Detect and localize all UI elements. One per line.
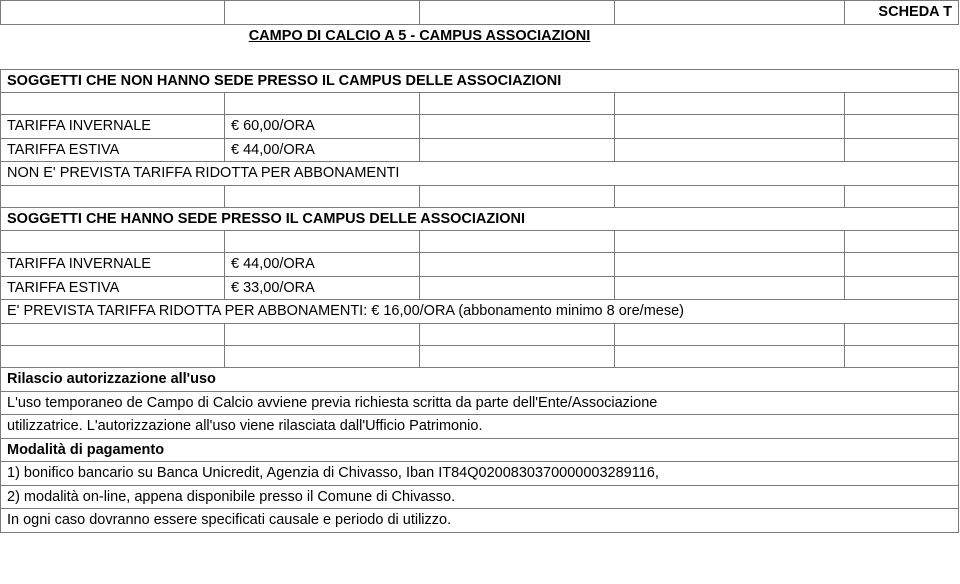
section2-note: E' PREVISTA TARIFFA RIDOTTA PER ABBONAME… xyxy=(1,300,959,324)
release-line2: utilizzatrice. L'autorizzazione all'uso … xyxy=(1,415,959,439)
tariff-table: SCHEDA T CAMPO DI CALCIO A 5 - CAMPUS AS… xyxy=(0,0,959,533)
s1-row1-value: € 44,00/ORA xyxy=(225,138,420,162)
payment-line1: 1) bonifico bancario su Banca Unicredit,… xyxy=(1,462,959,486)
payment-line3: In ogni caso dovranno essere specificati… xyxy=(1,509,959,533)
page-title: CAMPO DI CALCIO A 5 - CAMPUS ASSOCIAZION… xyxy=(225,24,615,47)
s2-row1-value: € 33,00/ORA xyxy=(225,276,420,300)
section1-heading: SOGGETTI CHE NON HANNO SEDE PRESSO IL CA… xyxy=(1,69,959,93)
release-line1: L'uso temporaneo de Campo di Calcio avvi… xyxy=(1,391,959,415)
release-heading: Rilascio autorizzazione all'uso xyxy=(1,367,959,391)
section1-note: NON E' PREVISTA TARIFFA RIDOTTA PER ABBO… xyxy=(1,162,959,186)
s1-row1-label: TARIFFA ESTIVA xyxy=(1,138,225,162)
section2-heading: SOGGETTI CHE HANNO SEDE PRESSO IL CAMPUS… xyxy=(1,207,959,231)
s1-row0-value: € 60,00/ORA xyxy=(225,115,420,139)
s1-row0-label: TARIFFA INVERNALE xyxy=(1,115,225,139)
scheda-label: SCHEDA T xyxy=(845,1,959,25)
s2-row0-value: € 44,00/ORA xyxy=(225,253,420,277)
s2-row1-label: TARIFFA ESTIVA xyxy=(1,276,225,300)
payment-line2: 2) modalità on-line, appena disponibile … xyxy=(1,485,959,509)
s2-row0-label: TARIFFA INVERNALE xyxy=(1,253,225,277)
payment-heading: Modalità di pagamento xyxy=(1,438,959,462)
